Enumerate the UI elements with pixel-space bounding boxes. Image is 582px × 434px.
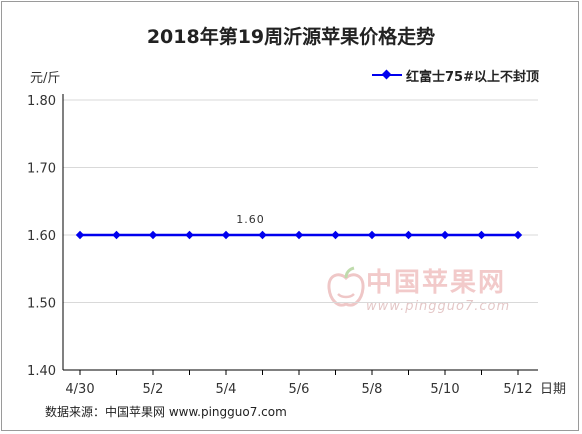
chart-title: 2018年第19周沂源苹果价格走势 xyxy=(146,26,436,48)
y-tick-label: 1.60 xyxy=(27,229,56,244)
watermark-name: 中国苹果网 xyxy=(366,268,507,298)
apple-logo-icon xyxy=(327,266,365,307)
data-point-marker xyxy=(513,230,523,240)
data-source-note: 数据来源：中国苹果网 www.pingguo7.com xyxy=(45,405,287,419)
legend-label: 红富士75#以上不封顶 xyxy=(406,69,539,85)
x-tick-label: 4/30 xyxy=(65,382,94,397)
legend-swatch xyxy=(372,69,402,81)
y-tick-label: 1.80 xyxy=(27,94,56,109)
x-tick-label: 5/2 xyxy=(143,382,164,397)
y-tick-label: 1.40 xyxy=(27,364,56,379)
x-tick-label: 5/4 xyxy=(216,382,237,397)
x-axis-label: 日期 xyxy=(540,382,566,397)
data-point-marker xyxy=(258,230,267,240)
data-point-marker xyxy=(477,230,486,240)
data-point-marker xyxy=(148,230,158,240)
data-point-marker xyxy=(404,230,413,240)
x-tick-label: 5/10 xyxy=(430,382,459,397)
data-point-marker xyxy=(440,230,450,240)
x-tick-label: 5/12 xyxy=(503,382,532,397)
data-point-marker xyxy=(294,230,304,240)
y-tick-label: 1.70 xyxy=(27,162,56,177)
x-tick-label: 5/6 xyxy=(289,382,310,397)
data-point-marker xyxy=(112,230,121,240)
data-point-marker xyxy=(331,230,340,240)
data-point-marker xyxy=(367,230,377,240)
y-axis-unit-label: 元/斤 xyxy=(30,71,61,86)
data-label: 1.60 xyxy=(236,213,265,226)
data-point-marker xyxy=(75,230,85,240)
x-tick-label: 5/8 xyxy=(362,382,383,397)
data-point-marker xyxy=(221,230,231,240)
legend: 红富士75#以上不封顶 xyxy=(372,65,539,85)
data-point-marker xyxy=(185,230,194,240)
y-tick-label: 1.50 xyxy=(27,297,56,312)
